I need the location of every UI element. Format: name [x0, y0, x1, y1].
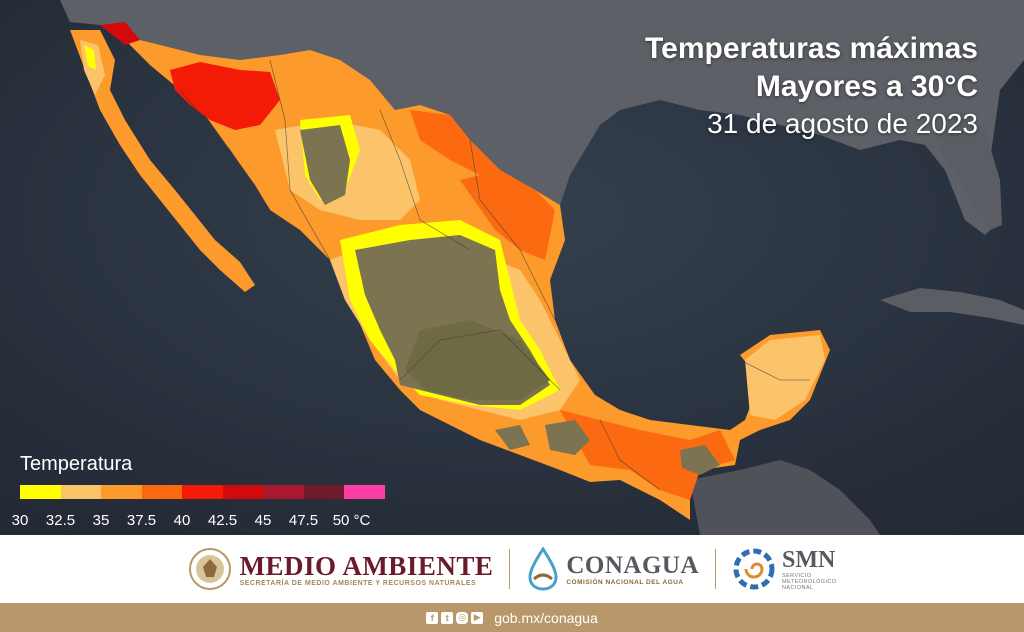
map-subtitle: Mayores a 30°C	[755, 70, 978, 103]
map-date: 31 de agosto de 2023	[707, 108, 978, 139]
legend-swatch	[222, 485, 263, 499]
legend-swatch	[303, 485, 344, 499]
mexico-seal-icon	[188, 548, 231, 590]
logo-bar: MEDIO AMBIENTE SECRETARÍA DE MEDIO AMBIE…	[0, 535, 1024, 603]
legend-swatch	[20, 485, 61, 499]
medio-ambiente-title: MEDIO AMBIENTE	[239, 550, 494, 581]
florida	[930, 110, 1002, 230]
legend-label: 35	[92, 512, 110, 529]
logo-separator	[509, 549, 511, 589]
conagua-subtitle: COMISIÓN NACIONAL DEL AGUA	[566, 578, 684, 586]
state-borders	[179, 59, 810, 491]
medio-ambiente-logo: MEDIO AMBIENTE SECRETARÍA DE MEDIO AMBIE…	[188, 535, 494, 603]
footer-bar: f t ◎ ▶ gob.mx/conagua	[0, 603, 1024, 632]
legend-label: 50 °C	[332, 512, 371, 529]
legend-label: 37.5	[126, 512, 157, 529]
youtube-icon[interactable]: ▶	[471, 611, 484, 624]
map-title-block: Temperaturas máximas Mayores a 30°C 31 d…	[645, 30, 978, 142]
smn-title: SMN	[782, 547, 836, 573]
legend-swatch	[182, 485, 223, 499]
facebook-icon[interactable]: f	[426, 611, 439, 624]
temperature-map: Temperaturas máximas Mayores a 30°C 31 d…	[0, 0, 1024, 535]
cuba	[880, 288, 1024, 325]
smn-subtitle-2: METEOROLÓGICO	[782, 579, 837, 585]
zone-hot-sonora	[170, 62, 280, 130]
footer-url[interactable]: gob.mx/conagua	[494, 609, 598, 626]
legend-color-bar	[20, 485, 400, 499]
temperature-legend: Temperatura 30 32.5 35 37.5 40 42.5 45 47.5 50 °…	[12, 452, 400, 532]
legend-label: 42.5	[207, 512, 238, 529]
central-america	[690, 460, 880, 535]
legend-title: Temperatura	[20, 453, 133, 475]
legend-label: 32.5	[45, 512, 76, 529]
legend-label: 40	[173, 512, 191, 529]
instagram-icon[interactable]: ◎	[456, 611, 469, 624]
legend-label: 30	[11, 512, 29, 529]
map-canvas	[0, 0, 1024, 535]
legend-swatch	[60, 485, 101, 499]
conagua-title: CONAGUA	[566, 551, 700, 579]
smn-spiral-icon	[733, 548, 775, 590]
usa-landmass	[60, 0, 1024, 235]
legend-label: 45	[254, 512, 272, 529]
legend-swatch	[344, 485, 385, 499]
highland-terrain	[300, 125, 350, 205]
medio-ambiente-subtitle: SECRETARÍA DE MEDIO AMBIENTE Y RECURSOS …	[239, 579, 477, 587]
map-title: Temperaturas máximas	[645, 32, 978, 65]
smn-subtitle-3: NACIONAL	[782, 585, 814, 591]
legend-swatch	[263, 485, 304, 499]
legend-labels: 30 32.5 35 37.5 40 42.5 45 47.5 50 °C	[10, 512, 390, 532]
logo-separator	[715, 549, 717, 589]
twitter-icon[interactable]: t	[441, 611, 454, 624]
smn-subtitle-1: SERVICIO	[782, 573, 812, 579]
legend-swatch	[101, 485, 142, 499]
legend-swatch	[141, 485, 182, 499]
smn-logo: SMN SERVICIO METEOROLÓGICO NACIONAL	[732, 535, 836, 603]
conagua-logo: CONAGUA COMISIÓN NACIONAL DEL AGUA	[526, 535, 699, 603]
legend-label: 47.5	[288, 512, 319, 529]
conagua-drop-icon	[528, 547, 558, 591]
